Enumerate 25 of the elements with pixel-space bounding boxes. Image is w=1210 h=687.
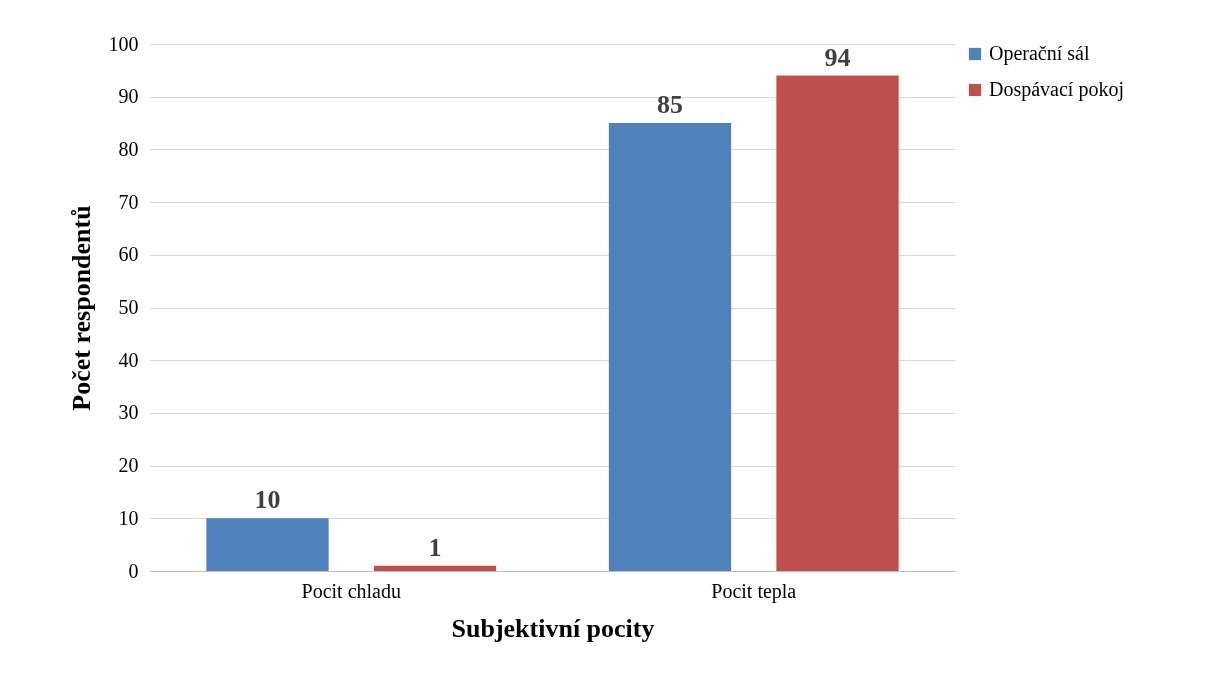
x-tick-label: Pocit chladu	[301, 579, 401, 602]
legend-label: Dospávací pokoj	[989, 78, 1124, 101]
y-tick-label: 30	[118, 401, 139, 424]
y-tick-label: 20	[118, 454, 139, 477]
y-tick-label: 10	[118, 506, 139, 529]
y-tick-label: 60	[118, 243, 139, 266]
y-tick-label: 90	[118, 85, 139, 108]
data-label: 1	[428, 532, 442, 562]
x-tick-label: Pocit tepla	[711, 579, 797, 603]
bar	[776, 75, 899, 571]
y-tick-label: 0	[128, 559, 139, 582]
legend-label: Operační sál	[989, 42, 1090, 65]
bar	[373, 565, 497, 571]
bar	[608, 123, 732, 571]
y-tick-label: 50	[118, 296, 139, 318]
bar	[206, 518, 329, 571]
data-label: 10	[254, 485, 281, 515]
y-tick-label: 80	[118, 137, 139, 160]
y-tick-label: 40	[118, 348, 139, 371]
data-label: 85	[656, 90, 683, 120]
data-label: 94	[824, 42, 851, 72]
y-axis-title: Počet respondentů	[66, 205, 96, 411]
x-axis-title: Subjektivní pocity	[451, 613, 655, 643]
y-tick-label: 70	[118, 190, 139, 213]
y-tick-label: 100	[108, 32, 139, 55]
